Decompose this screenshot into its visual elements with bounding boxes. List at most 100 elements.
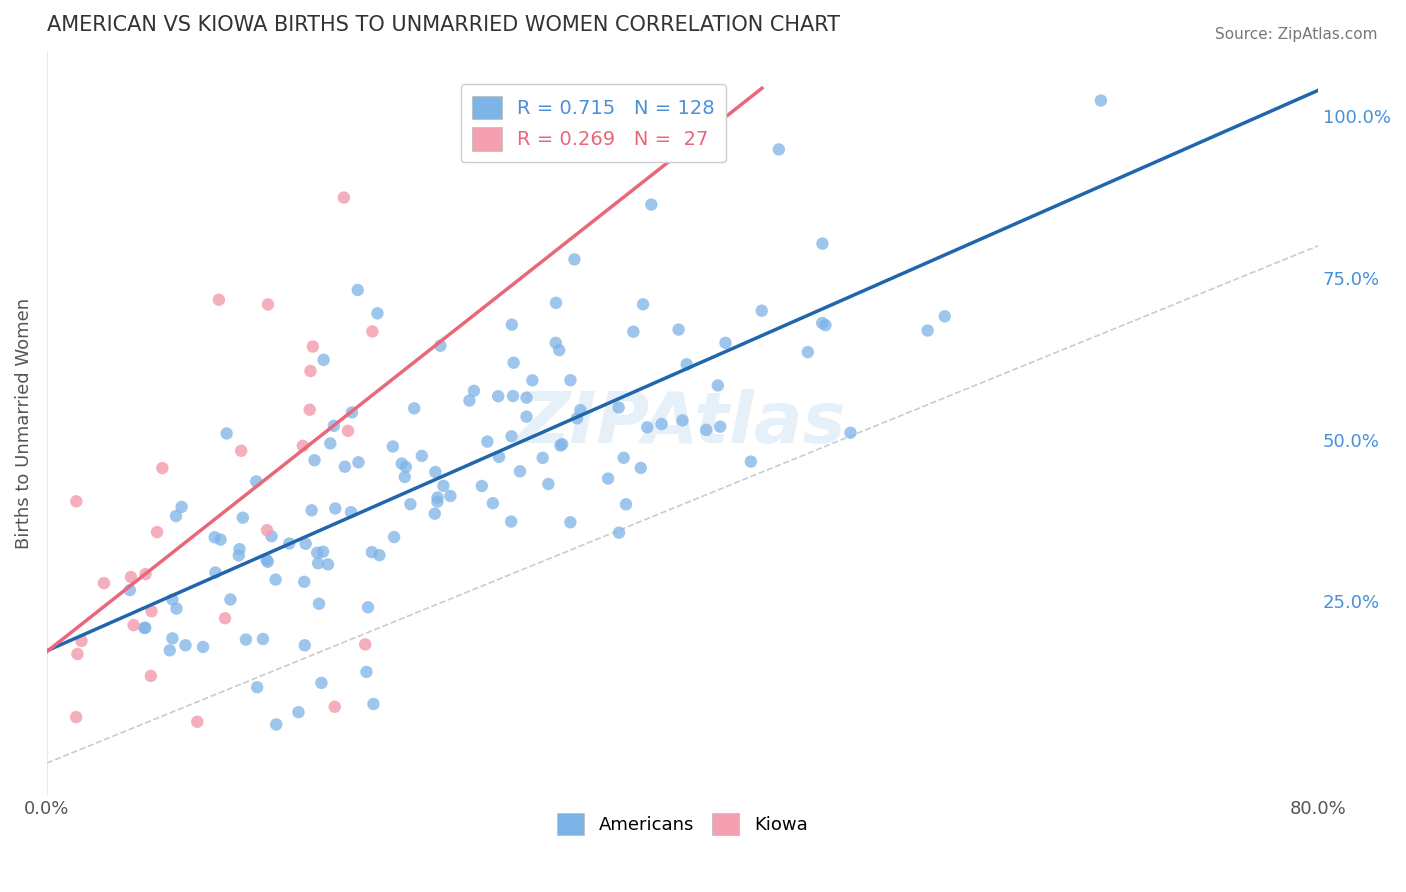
Americans [531, 450, 554, 465]
Americans [260, 529, 283, 543]
Americans [252, 632, 274, 646]
Americans [631, 297, 654, 311]
Americans [425, 465, 447, 479]
Americans [463, 384, 485, 398]
Kiowa [65, 710, 87, 724]
Americans [395, 459, 418, 474]
Americans [429, 339, 451, 353]
Americans [340, 405, 363, 419]
Americans [346, 283, 368, 297]
Americans [366, 306, 388, 320]
Americans [159, 643, 181, 657]
Americans [640, 197, 662, 211]
Kiowa [333, 190, 356, 204]
Americans [312, 352, 335, 367]
Americans [134, 621, 156, 635]
Kiowa [208, 293, 231, 307]
Americans [551, 437, 574, 451]
Americans [614, 497, 637, 511]
Americans [432, 479, 454, 493]
Americans [811, 236, 834, 251]
Americans [118, 583, 141, 598]
Americans [204, 566, 226, 580]
Americans [134, 621, 156, 635]
Americans [381, 440, 404, 454]
Americans [564, 252, 586, 267]
Text: ZIPAtlas: ZIPAtlas [519, 389, 846, 458]
Americans [363, 697, 385, 711]
Kiowa [122, 618, 145, 632]
Americans [565, 411, 588, 425]
Americans [162, 632, 184, 646]
Americans [630, 461, 652, 475]
Kiowa [186, 714, 208, 729]
Americans [707, 378, 730, 392]
Americans [394, 470, 416, 484]
Americans [486, 389, 509, 403]
Kiowa [146, 524, 169, 539]
Kiowa [70, 633, 93, 648]
Americans [357, 600, 380, 615]
Americans [360, 545, 382, 559]
Kiowa [337, 424, 360, 438]
Americans [308, 597, 330, 611]
Kiowa [302, 339, 325, 353]
Americans [256, 553, 278, 567]
Kiowa [93, 576, 115, 591]
Americans [333, 459, 356, 474]
Americans [839, 425, 862, 440]
Kiowa [150, 461, 173, 475]
Kiowa [298, 402, 321, 417]
Americans [522, 373, 544, 387]
Americans [714, 335, 737, 350]
Americans [174, 638, 197, 652]
Kiowa [120, 570, 142, 584]
Kiowa [323, 699, 346, 714]
Americans [264, 573, 287, 587]
Americans [550, 438, 572, 452]
Americans [636, 420, 658, 434]
Americans [304, 453, 326, 467]
Americans [294, 638, 316, 652]
Americans [399, 497, 422, 511]
Text: AMERICAN VS KIOWA BIRTHS TO UNMARRIED WOMEN CORRELATION CHART: AMERICAN VS KIOWA BIRTHS TO UNMARRIED WO… [46, 15, 839, 35]
Kiowa [257, 297, 280, 311]
Legend: Americans, Kiowa: Americans, Kiowa [547, 802, 818, 846]
Kiowa [291, 439, 314, 453]
Americans [228, 542, 250, 557]
Americans [695, 423, 717, 437]
Americans [423, 507, 446, 521]
Americans [264, 717, 287, 731]
Americans [515, 391, 537, 405]
Americans [811, 316, 834, 330]
Americans [501, 429, 523, 443]
Americans [307, 556, 329, 570]
Americans [439, 489, 461, 503]
Americans [501, 515, 523, 529]
Americans [191, 640, 214, 654]
Americans [426, 494, 449, 508]
Americans [311, 676, 333, 690]
Americans [256, 555, 278, 569]
Americans [740, 454, 762, 468]
Americans [228, 549, 250, 563]
Americans [596, 472, 619, 486]
Americans [368, 548, 391, 562]
Americans [917, 324, 939, 338]
Americans [537, 477, 560, 491]
Americans [323, 501, 346, 516]
Americans [301, 503, 323, 517]
Americans [391, 457, 413, 471]
Americans [245, 475, 267, 489]
Kiowa [66, 647, 89, 661]
Americans [621, 325, 644, 339]
Americans [246, 680, 269, 694]
Kiowa [141, 604, 163, 618]
Americans [215, 426, 238, 441]
Kiowa [134, 567, 156, 582]
Americans [219, 592, 242, 607]
Americans [675, 357, 697, 371]
Americans [502, 356, 524, 370]
Americans [347, 455, 370, 469]
Americans [607, 401, 630, 415]
